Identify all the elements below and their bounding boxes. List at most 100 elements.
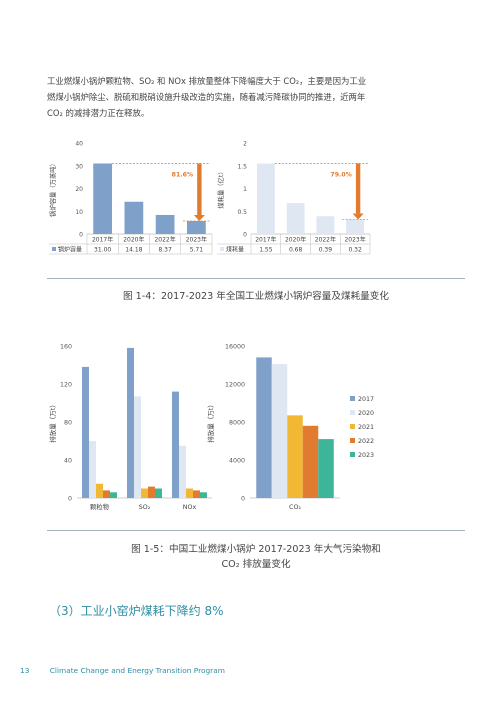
- y-tick-label: 8000: [229, 420, 245, 427]
- y-tick-label: 40: [64, 458, 72, 465]
- legend-swatch: [220, 247, 224, 251]
- figure-1-4-caption: 图 1-4：2017-2023 年全国工业燃煤小锅炉容量及煤耗量变化: [123, 291, 389, 302]
- x-tick-label: 2022年: [315, 236, 336, 244]
- y-tick-label: 2: [243, 141, 247, 148]
- y-tick-label: 0: [79, 232, 83, 239]
- y-tick-label: 40: [75, 141, 83, 148]
- bar: [155, 488, 162, 498]
- table-value: 14.18: [125, 247, 142, 254]
- bar: [287, 415, 303, 498]
- caption-line: CO₂ 排放量变化: [221, 559, 291, 570]
- table-value: 0.68: [289, 247, 303, 254]
- y-tick-label: 10: [75, 209, 83, 216]
- legend-label: 2022: [358, 438, 374, 445]
- bar: [187, 221, 206, 234]
- x-tick-label: 2020年: [123, 236, 144, 244]
- bar: [89, 441, 96, 498]
- bar: [96, 483, 103, 498]
- legend-swatch: [350, 396, 355, 401]
- legend-swatch: [350, 424, 355, 429]
- y-tick-label: 0: [241, 496, 245, 503]
- bar: [110, 492, 117, 498]
- bar: [93, 163, 112, 234]
- bar: [82, 366, 89, 498]
- x-tick-label: 2020年: [285, 236, 306, 244]
- table-value: 1.55: [259, 247, 273, 254]
- bar: [124, 201, 144, 234]
- boiler-capacity-chart: 0 10 20 30 40 锅炉容量（万蒸吨） 81.6% 2017年 2020年 2022年 20…: [48, 141, 213, 255]
- bar: [256, 163, 275, 234]
- bar: [155, 214, 175, 234]
- x-tick-label: 2017年: [255, 236, 276, 244]
- table-value: 8.37: [158, 247, 172, 254]
- y-tick-label: 0.5: [237, 209, 247, 216]
- y-axis-label: 煤耗量（亿t）: [216, 168, 225, 208]
- page-number: 13: [20, 666, 30, 675]
- y-tick-label: 4000: [229, 458, 245, 465]
- figure-1-5-caption: 图 1-5：中国工业燃煤小锅炉 2017-2023 年大气污染物和 CO₂ 排放…: [47, 542, 465, 572]
- arrow-shaft: [197, 163, 202, 216]
- bar: [318, 439, 334, 498]
- legend-swatch: [350, 452, 355, 457]
- legend-label: 2020: [358, 410, 374, 417]
- y-tick-label: 1.5: [237, 163, 247, 170]
- y-axis-label: 排放量（万t）: [206, 401, 215, 443]
- section-heading: （3）工业小窑炉煤耗下降约 8%: [49, 604, 224, 618]
- legend-swatch: [52, 247, 56, 251]
- co2-emissions-chart: 0 4000 8000 12000 16000 排放量（万t） CO₂ 2017 2020 202…: [206, 344, 374, 512]
- x-tick-label: SO₂: [139, 504, 151, 511]
- legend-label: 2017: [358, 396, 374, 403]
- y-axis-label: 锅炉容量（万蒸吨）: [48, 160, 57, 217]
- y-tick-label: 160: [60, 344, 72, 351]
- y-tick-label: 0: [68, 496, 72, 503]
- footer-text: Climate Change and Energy Transition Pro…: [49, 666, 225, 675]
- table-value: 5.71: [190, 247, 204, 254]
- caption-line: 图 1-5：中国工业燃煤小锅炉 2017-2023 年大气污染物和: [131, 544, 381, 555]
- bar: [346, 219, 365, 234]
- legend-label: 2021: [358, 424, 374, 431]
- intro-line: 燃煤小锅炉除尘、脱硫和脱硝设施升级改造的实施，随着减污降碳协同的推进，近两年: [47, 92, 366, 102]
- x-tick-label: CO₂: [289, 504, 301, 511]
- bar: [271, 364, 288, 498]
- y-tick-label: 0: [243, 232, 247, 239]
- bar: [172, 391, 179, 498]
- bar: [286, 203, 305, 234]
- x-tick-label: 2017年: [92, 236, 113, 244]
- bar: [186, 488, 193, 498]
- y-tick-label: 120: [60, 382, 72, 389]
- coal-consumption-chart: 0 0.5 1 1.5 2 煤耗量（亿t） 79.0% 2017年 2020年 2022年 2023…: [216, 141, 371, 255]
- bar: [148, 486, 155, 498]
- bar: [302, 425, 319, 498]
- arrow-shaft: [355, 163, 361, 214]
- arrow-head: [352, 213, 364, 220]
- bar: [127, 347, 134, 498]
- y-axis-label: 排放量（万t）: [48, 401, 57, 443]
- bar: [134, 396, 141, 498]
- y-tick-label: 30: [75, 163, 83, 170]
- reduction-label: 81.6%: [172, 171, 193, 178]
- x-tick-label: NOx: [183, 504, 197, 511]
- x-tick-label: 2023年: [344, 236, 365, 244]
- arrow-head: [193, 215, 205, 222]
- x-tick-label: 2023年: [186, 236, 207, 244]
- reduction-label: 79.0%: [330, 171, 351, 178]
- pollutant-emissions-chart: 0 40 80 120 160 排放量（万t） 颗粒物 SO₂ NOx: [48, 344, 212, 511]
- intro-line: 工业燃煤小锅炉颗粒物、SO₂ 和 NOx 排放量整体下降幅度大于 CO₂，主要是…: [47, 76, 367, 86]
- legend-swatch: [350, 410, 355, 415]
- y-tick-label: 80: [64, 420, 72, 427]
- table-value: 0.39: [319, 247, 333, 254]
- legend-label: 2023: [358, 452, 374, 459]
- intro-line: CO₂ 的减排潜力正在释放。: [47, 108, 150, 118]
- x-tick-label: 2022年: [154, 236, 175, 244]
- page-footer: 13 Climate Change and Energy Transition …: [20, 666, 225, 675]
- bar: [179, 445, 186, 498]
- y-tick-label: 1: [243, 186, 247, 193]
- legend-label: 锅炉容量: [58, 246, 82, 254]
- y-tick-label: 12000: [225, 382, 245, 389]
- y-tick-label: 16000: [225, 344, 245, 351]
- table-value: 31.00: [94, 247, 111, 254]
- legend-swatch: [350, 438, 355, 443]
- bar: [103, 490, 110, 498]
- table-value: 0.32: [348, 247, 362, 254]
- bar: [316, 216, 335, 234]
